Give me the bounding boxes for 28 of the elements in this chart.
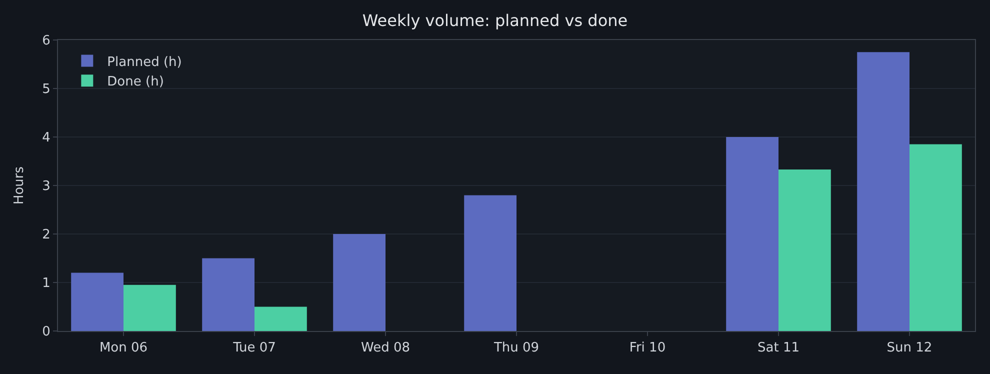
legend-label: Planned (h) (107, 54, 182, 70)
y-tick-label: 1 (42, 276, 50, 292)
x-tick-label: Sat 11 (758, 340, 800, 356)
y-tick-label: 4 (42, 130, 50, 146)
chart-title: Weekly volume: planned vs done (362, 11, 628, 30)
legend-label: Done (h) (107, 74, 164, 90)
bar (333, 234, 386, 331)
bar (726, 137, 778, 331)
y-tick-label: 6 (42, 34, 50, 49)
bar (857, 52, 910, 331)
x-tick-label: Sun 12 (886, 340, 932, 356)
y-tick-label: 3 (42, 179, 50, 194)
y-axis-title: Hours (12, 166, 28, 205)
bar (464, 195, 516, 331)
bar (71, 272, 124, 331)
bar (910, 144, 962, 331)
y-tick-label: 5 (42, 82, 50, 98)
x-tick-label: Fri 10 (629, 340, 666, 356)
bar (778, 170, 831, 331)
y-tick-label: 2 (42, 228, 50, 243)
x-tick-label: Thu 09 (492, 340, 540, 356)
bar (202, 258, 254, 331)
x-tick-label: Mon 06 (99, 340, 148, 356)
x-tick-label: Wed 08 (360, 340, 410, 356)
y-tick-label: 0 (42, 324, 50, 340)
x-tick-label: Tue 07 (232, 340, 276, 356)
bar (124, 284, 176, 331)
bar (254, 306, 307, 331)
